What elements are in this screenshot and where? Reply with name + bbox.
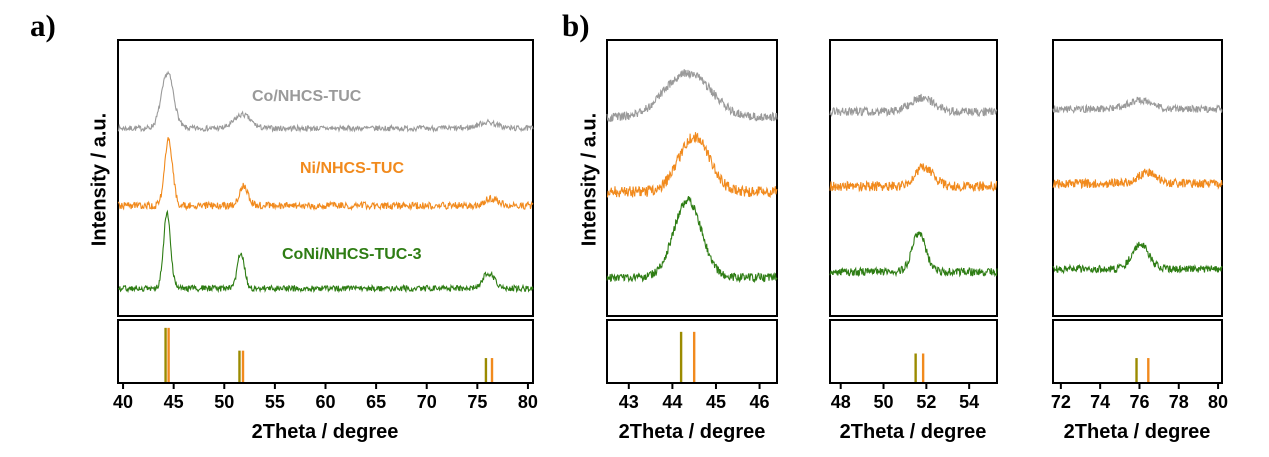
panel-b-zoom-76: 72 74 76 78 80 [1051, 39, 1228, 412]
xrd-curve-1 [117, 137, 534, 212]
x-tick-label: 75 [467, 392, 487, 412]
x-axis-label-panel-a: 2Theta / degree [251, 421, 399, 443]
reference-frame [1052, 319, 1223, 384]
x-tick-label: 45 [706, 392, 726, 412]
x-tick-label: 40 [113, 392, 133, 412]
reference-frame [606, 319, 778, 384]
x-tick-label: 48 [831, 392, 851, 412]
xrd-curve-1 [1052, 168, 1223, 190]
x-tick-label: 78 [1169, 392, 1189, 412]
xrd-curve-0 [606, 69, 778, 123]
plot-frame [1052, 39, 1223, 317]
x-tick-label: 54 [959, 392, 979, 412]
series-label-coni-nhcs-tuc-3: CoNi/NHCS-TUC-3 [282, 246, 422, 263]
x-tick-label: 60 [315, 392, 335, 412]
x-axis-label-panel-b3: 2Theta / degree [1063, 421, 1211, 443]
x-tick-label: 50 [874, 392, 894, 412]
xrd-curve-1 [606, 132, 778, 199]
xrd-curve-2 [1052, 241, 1223, 275]
x-tick-label: 45 [164, 392, 184, 412]
panel-a-main: 40 45 50 55 60 65 70 75 80 [113, 39, 538, 412]
xrd-curve-2 [606, 196, 778, 284]
x-axis-label-panel-b1: 2Theta / degree [618, 421, 766, 443]
x-tick-label: 74 [1090, 392, 1110, 412]
x-tick-label: 65 [366, 392, 386, 412]
panel-b-zoom-52: 48 50 52 54 [829, 39, 998, 412]
y-axis-label-panel-b: Intensity / a.u. [578, 112, 601, 247]
plot-frame [606, 39, 778, 317]
x-tick-label: 76 [1129, 392, 1149, 412]
panel-a-label: a) [30, 8, 56, 43]
x-axis-label-panel-b2: 2Theta / degree [839, 421, 987, 443]
xrd-curve-2 [118, 209, 534, 294]
xrd-curve-0 [829, 93, 998, 118]
x-tick-label: 72 [1051, 392, 1071, 412]
x-tick-label: 52 [916, 392, 936, 412]
reference-frame [117, 319, 534, 384]
xrd-curve-0 [1052, 96, 1223, 114]
x-tick-label: 70 [417, 392, 437, 412]
reference-frame [829, 319, 998, 384]
xrd-curve-2 [829, 231, 998, 278]
series-label-co-nhcs-tuc: Co/NHCS-TUC [252, 88, 362, 105]
x-tick-label: 43 [619, 392, 639, 412]
x-tick-label: 44 [662, 392, 682, 412]
x-tick-label: 46 [750, 392, 770, 412]
x-tick-label: 50 [214, 392, 234, 412]
x-tick-label: 80 [518, 392, 538, 412]
panel-b-zoom-44: 43 44 45 46 [606, 39, 778, 412]
x-tick-label: 55 [265, 392, 285, 412]
panel-b-label: b) [562, 8, 590, 43]
plot-frame [829, 39, 998, 317]
y-axis-label-panel-a: Intensity / a.u. [88, 112, 111, 247]
series-label-ni-nhcs-tuc: Ni/NHCS-TUC [300, 160, 404, 177]
x-tick-label: 80 [1208, 392, 1228, 412]
xrd-curve-1 [829, 163, 998, 193]
xrd-curve-0 [117, 70, 534, 133]
plot-frame [117, 39, 534, 317]
